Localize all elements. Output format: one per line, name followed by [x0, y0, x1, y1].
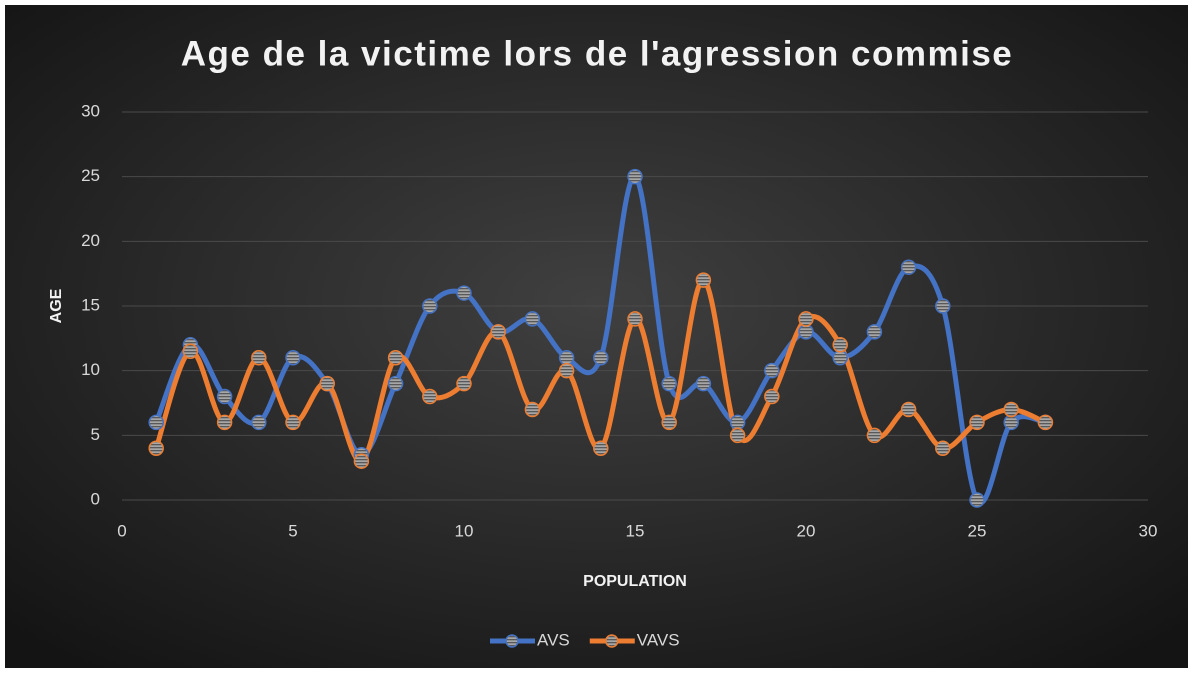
marker: [148, 414, 164, 431]
marker: [627, 168, 643, 185]
marker: [1003, 401, 1019, 418]
marker: [866, 427, 883, 444]
marker: [524, 311, 541, 327]
marker: [422, 388, 438, 405]
marker: [319, 375, 335, 392]
y-tick-label: 20: [81, 231, 100, 250]
marker: [456, 285, 472, 301]
marker: [764, 388, 780, 405]
marker: [935, 440, 951, 457]
marker: [285, 414, 301, 431]
legend-label: VAVS: [637, 630, 680, 649]
marker: [627, 311, 643, 327]
marker: [1037, 414, 1054, 431]
marker: [695, 272, 712, 288]
marker: [832, 337, 848, 353]
marker: [422, 298, 438, 314]
marker: [490, 324, 506, 340]
marker: [216, 388, 233, 405]
y-tick-label: 10: [81, 360, 100, 379]
marker: [148, 440, 164, 457]
marker: [558, 349, 575, 366]
marker: [695, 375, 712, 392]
marker: [729, 427, 746, 444]
marker: [661, 375, 677, 392]
marker: [251, 349, 267, 366]
marker: [593, 440, 609, 457]
marker: [353, 453, 370, 469]
marker: [798, 324, 814, 340]
marker: [832, 349, 848, 366]
marker: [900, 401, 917, 418]
marker: [593, 349, 609, 366]
x-tick-label: 30: [1139, 521, 1158, 540]
x-tick-label: 5: [288, 521, 297, 540]
marker: [729, 414, 746, 431]
legend-label: AVS: [537, 630, 570, 649]
marker: [387, 375, 404, 392]
x-tick-label: 0: [117, 521, 126, 540]
chart-background: [5, 5, 1188, 668]
marker: [182, 343, 199, 360]
marker: [969, 414, 985, 431]
marker: [1003, 414, 1019, 431]
marker: [798, 311, 814, 327]
x-axis-title: POPULATION: [583, 573, 687, 590]
y-tick-label: 15: [81, 295, 100, 314]
marker: [969, 492, 985, 508]
marker: [285, 349, 301, 366]
chart-title: Age de la victime lors de l'agression co…: [181, 34, 1014, 73]
y-tick-label: 0: [91, 489, 100, 508]
marker: [387, 349, 404, 366]
marker: [251, 414, 267, 431]
marker: [900, 259, 917, 275]
y-tick-label: 5: [91, 425, 100, 444]
marker: [524, 401, 541, 418]
x-tick-label: 25: [968, 521, 987, 540]
legend-marker: [605, 634, 619, 648]
y-tick-label: 25: [81, 166, 100, 185]
marker: [216, 414, 233, 431]
marker: [866, 324, 883, 340]
marker: [456, 375, 472, 392]
marker: [764, 362, 780, 379]
y-axis-title: AGE: [48, 288, 65, 323]
marker: [935, 298, 951, 314]
y-tick-label: 30: [81, 101, 100, 120]
marker: [661, 414, 677, 431]
marker: [558, 362, 575, 379]
legend-marker: [505, 634, 519, 648]
x-tick-label: 15: [626, 521, 645, 540]
x-tick-label: 10: [455, 521, 474, 540]
x-tick-label: 20: [797, 521, 816, 540]
